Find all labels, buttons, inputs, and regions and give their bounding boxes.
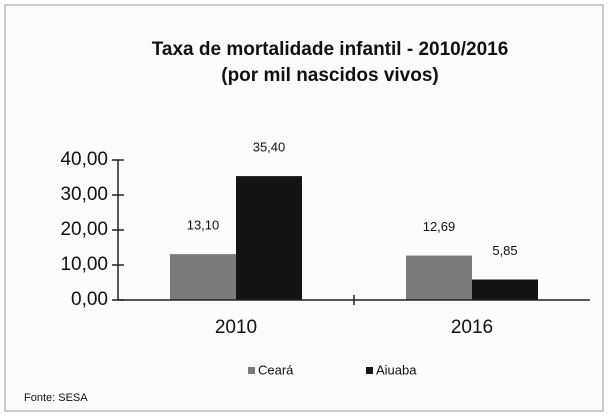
- bar: [406, 255, 472, 300]
- source-note: Fonte: SESA: [24, 392, 88, 404]
- chart-frame: [4, 4, 604, 412]
- value-label: 13,10: [187, 218, 220, 233]
- y-tick-label: 20,00: [60, 219, 108, 240]
- bar: [170, 254, 236, 300]
- bar: [472, 279, 538, 300]
- legend-label: Aiuaba: [376, 362, 417, 377]
- y-tick-label: 0,00: [71, 289, 108, 310]
- chart-title: Taxa de mortalidade infantil - 2010/2016: [152, 39, 509, 60]
- x-tick-label: 2010: [215, 317, 257, 338]
- x-tick-label: 2016: [451, 317, 493, 338]
- value-label: 35,40: [253, 140, 286, 155]
- legend-swatch: [366, 367, 373, 374]
- y-tick-label: 30,00: [60, 184, 108, 205]
- value-label: 12,69: [423, 219, 456, 234]
- bar: [236, 176, 302, 300]
- value-label: 5,85: [492, 243, 517, 258]
- legend-swatch: [248, 367, 255, 374]
- chart-subtitle: (por mil nascidos vivos): [221, 65, 439, 86]
- y-tick-label: 40,00: [60, 149, 108, 170]
- y-tick-label: 10,00: [60, 254, 108, 275]
- legend-label: Ceará: [258, 362, 294, 377]
